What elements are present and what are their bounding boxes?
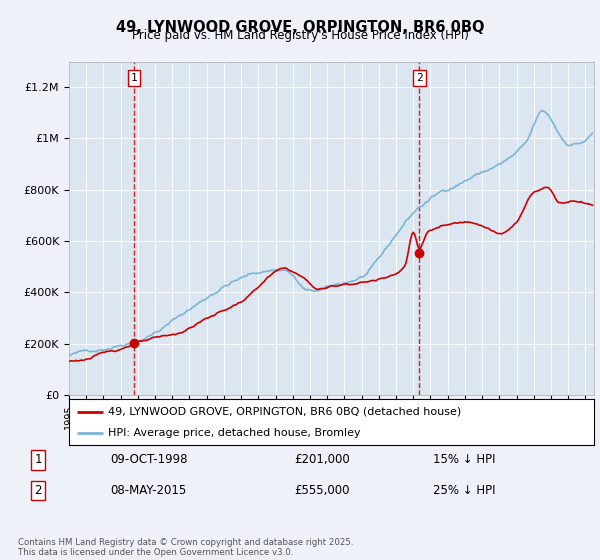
Text: £201,000: £201,000 (295, 453, 350, 466)
Text: 2: 2 (34, 484, 42, 497)
Text: HPI: Average price, detached house, Bromley: HPI: Average price, detached house, Brom… (109, 428, 361, 438)
Text: 15% ↓ HPI: 15% ↓ HPI (433, 453, 495, 466)
Text: 49, LYNWOOD GROVE, ORPINGTON, BR6 0BQ: 49, LYNWOOD GROVE, ORPINGTON, BR6 0BQ (116, 20, 484, 35)
Text: 25% ↓ HPI: 25% ↓ HPI (433, 484, 495, 497)
Text: 49, LYNWOOD GROVE, ORPINGTON, BR6 0BQ (detached house): 49, LYNWOOD GROVE, ORPINGTON, BR6 0BQ (d… (109, 407, 461, 417)
Text: 1: 1 (131, 73, 137, 83)
Text: 1: 1 (34, 453, 42, 466)
Text: 08-MAY-2015: 08-MAY-2015 (110, 484, 187, 497)
Text: Price paid vs. HM Land Registry's House Price Index (HPI): Price paid vs. HM Land Registry's House … (131, 29, 469, 42)
Text: 09-OCT-1998: 09-OCT-1998 (110, 453, 188, 466)
Text: £555,000: £555,000 (295, 484, 350, 497)
Text: 2: 2 (416, 73, 423, 83)
Text: Contains HM Land Registry data © Crown copyright and database right 2025.
This d: Contains HM Land Registry data © Crown c… (18, 538, 353, 557)
